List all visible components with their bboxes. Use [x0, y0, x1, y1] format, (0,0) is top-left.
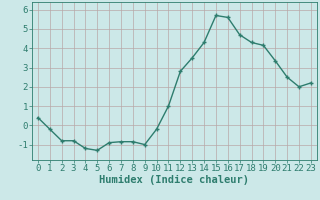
X-axis label: Humidex (Indice chaleur): Humidex (Indice chaleur)	[100, 175, 249, 185]
